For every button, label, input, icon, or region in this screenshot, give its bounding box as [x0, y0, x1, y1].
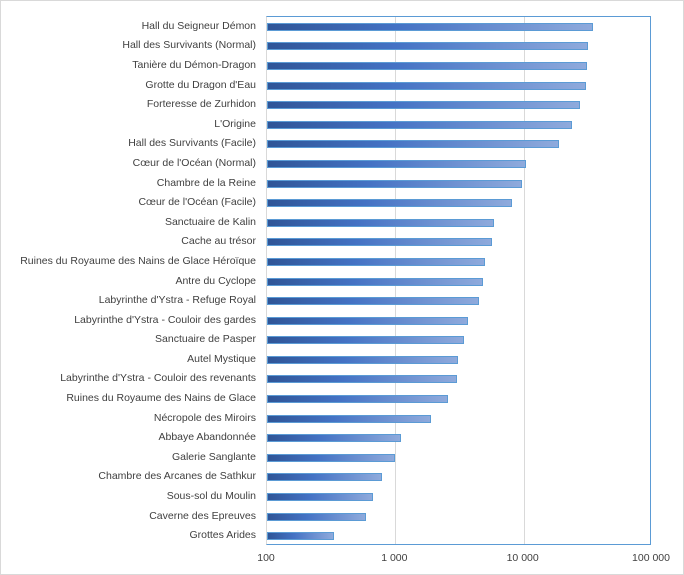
bar — [267, 101, 580, 110]
category-label: Hall des Survivants (Normal) — [122, 39, 256, 52]
bar — [267, 316, 468, 325]
gridline — [523, 17, 525, 544]
x-tick-label: 100 000 — [632, 552, 670, 564]
bar — [267, 336, 465, 345]
bar — [267, 414, 431, 423]
category-label: Hall du Seigneur Démon — [141, 19, 256, 32]
bar — [267, 218, 494, 227]
category-label: Sanctuaire de Kalin — [164, 215, 256, 228]
x-tick-label: 10 000 — [506, 552, 539, 564]
category-label: Chambre de la Reine — [156, 176, 256, 189]
bar — [267, 512, 366, 521]
bar — [267, 120, 573, 129]
bar — [267, 434, 401, 443]
bar — [267, 199, 512, 208]
category-label: Ruines du Royaume des Nains de Glace — [66, 392, 256, 405]
category-label: Grottes Arides — [189, 529, 256, 542]
x-tick-label: 100 — [257, 552, 275, 564]
bar — [267, 140, 559, 149]
bar — [267, 375, 458, 384]
category-label: Grotte du Dragon d'Eau — [145, 78, 256, 91]
bar — [267, 81, 586, 90]
category-label: Sous-sol du Moulin — [166, 490, 256, 503]
category-label: Hall des Survivants (Facile) — [128, 137, 256, 150]
bar — [267, 473, 383, 482]
bar — [267, 493, 373, 502]
category-label: Labyrinthe d'Ystra - Couloir des gardes — [74, 313, 256, 326]
x-tick-label: 1 000 — [381, 552, 408, 564]
category-label: Tanière du Démon-Dragon — [132, 58, 256, 71]
category-label: Antre du Cyclope — [175, 274, 256, 287]
bar — [267, 297, 479, 306]
category-label: Sanctuaire de Pasper — [155, 333, 256, 346]
bar — [267, 532, 334, 541]
category-label: L'Origine — [214, 117, 256, 130]
bar — [267, 42, 588, 51]
category-label: Ruines du Royaume des Nains de Glace Hér… — [20, 254, 256, 267]
category-label: Galerie Sanglante — [171, 450, 256, 463]
category-label: Abbaye Abandonnée — [158, 431, 256, 444]
category-label: Cache au trésor — [181, 235, 256, 248]
bar — [267, 395, 448, 404]
category-label: Cœur de l'Océan (Facile) — [138, 196, 256, 209]
category-label: Labyrinthe d'Ystra - Couloir des revenan… — [60, 372, 256, 385]
category-label: Caverne des Epreuves — [149, 509, 256, 522]
category-label: Forteresse de Zurhidon — [146, 98, 256, 111]
bar — [267, 179, 522, 188]
category-label: Cœur de l'Océan (Normal) — [132, 156, 256, 169]
bar — [267, 453, 396, 462]
bar — [267, 355, 459, 364]
category-label: Nécropole des Miroirs — [153, 411, 256, 424]
category-label: Labyrinthe d'Ystra - Refuge Royal — [98, 294, 256, 307]
category-label: Chambre des Arcanes de Sathkur — [98, 470, 256, 483]
category-label: Autel Mystique — [187, 352, 256, 365]
plot-area — [266, 16, 651, 545]
bar — [267, 61, 587, 70]
bar — [267, 238, 492, 247]
bar — [267, 257, 486, 266]
bar — [267, 277, 483, 286]
bar — [267, 22, 594, 31]
bar — [267, 159, 526, 168]
